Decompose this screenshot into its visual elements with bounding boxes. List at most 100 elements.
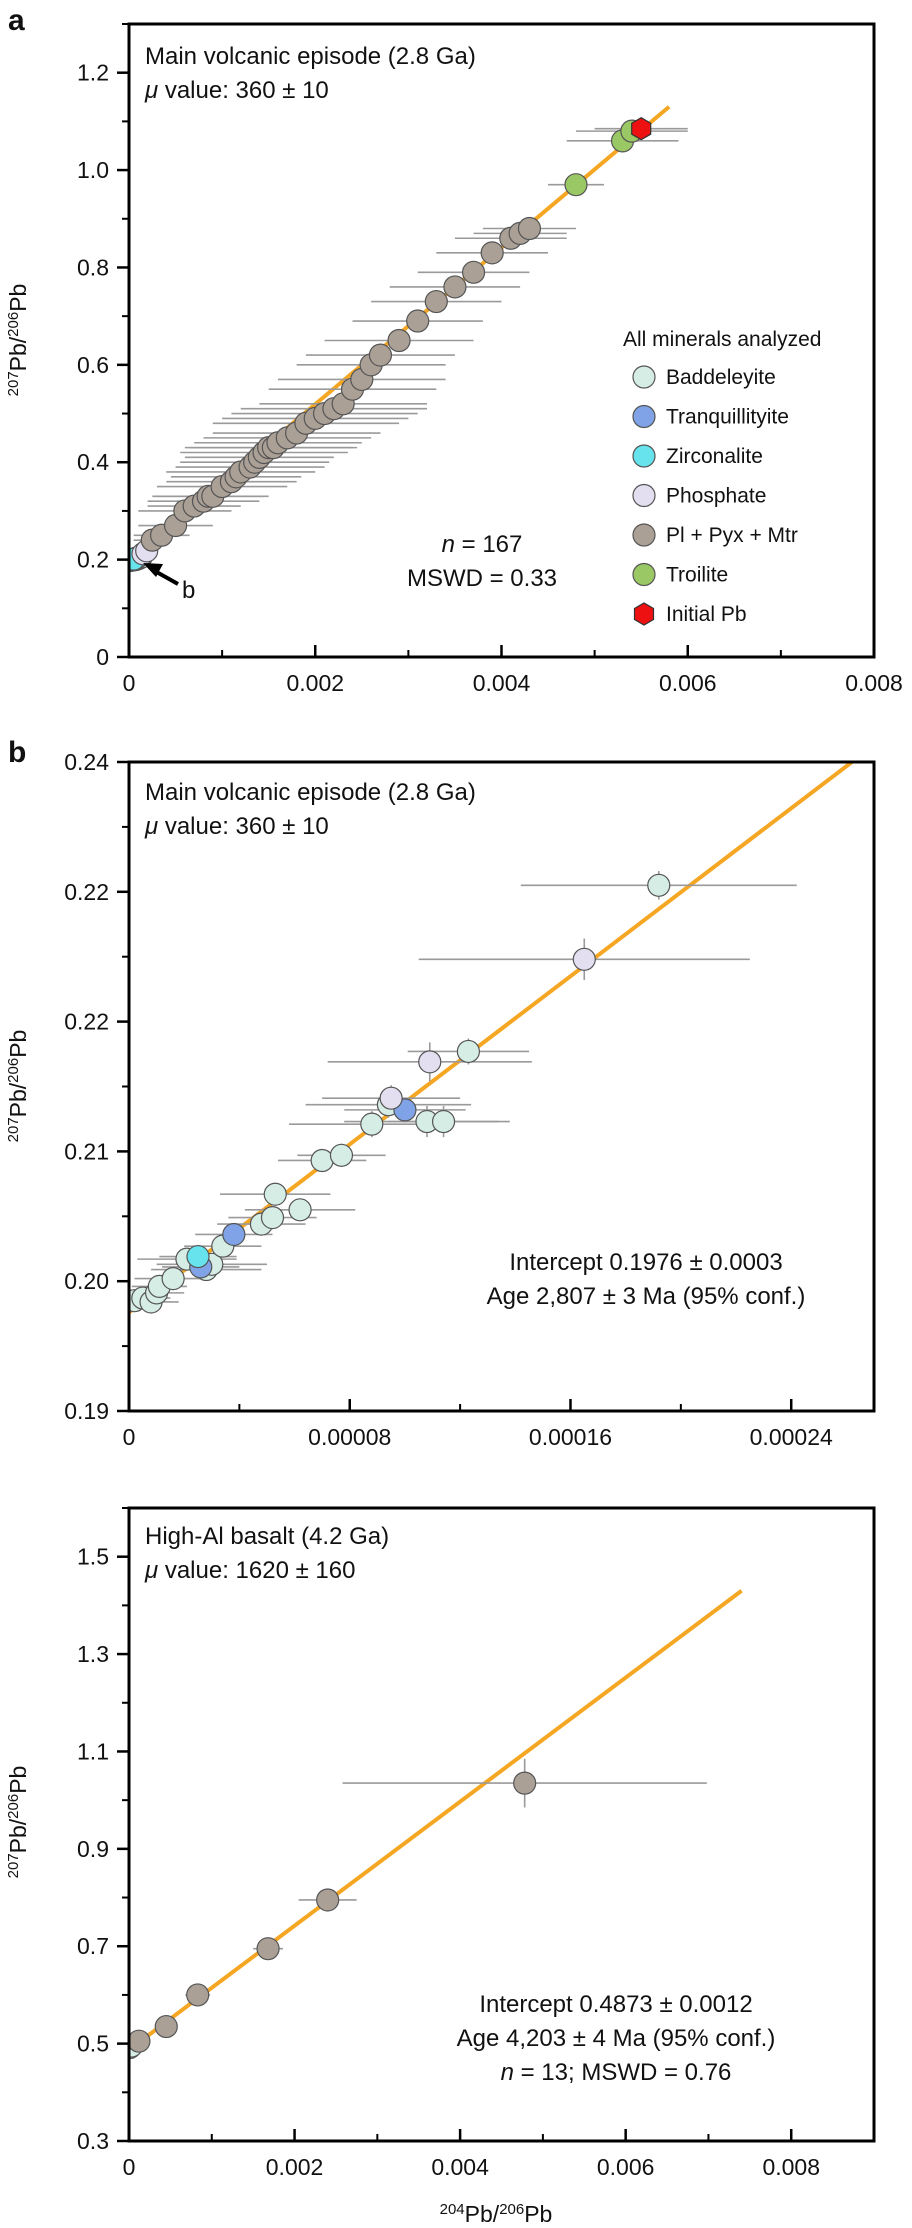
panel-c-n-mswd-value: = 13; MSWD = 0.76 <box>514 2059 731 2086</box>
data-point-initial-pb <box>631 117 652 141</box>
x-tick-label: 0.004 <box>473 670 531 696</box>
data-point-baddeleyite <box>360 1112 384 1136</box>
y-tick-label: 0.3 <box>77 2128 109 2154</box>
y-tick-label: 0.19 <box>64 1398 109 1424</box>
x-tick-label: 0.008 <box>762 2154 820 2180</box>
panel-a-n-symbol: n <box>442 531 455 558</box>
y-tick-label: 0 <box>96 644 109 670</box>
panel-a-frame <box>127 22 876 659</box>
y-tick-label: 0.2 <box>77 547 109 573</box>
x-tick-label: 0.006 <box>659 670 717 696</box>
legend-label: Initial Pb <box>666 603 747 626</box>
y-tick-label: 0.8 <box>77 254 109 280</box>
panel-b-plot-area: 0 0.00008 0.00016 0.00024 0.19 0.20 0.21 0.22 0.… <box>64 749 854 1450</box>
panel-c: 0 0.002 0.004 0.006 0.008 0.3 0.5 0.7 0.9 1.1 1.3 1… <box>5 1506 876 2227</box>
x-tick-label: 0 <box>123 670 136 696</box>
legend-label: Pl + Pyx + Mtr <box>666 524 798 547</box>
data-point-baddeleyite <box>310 1148 334 1173</box>
panel-a-mu-symbol: μ <box>144 77 158 104</box>
legend-marker <box>632 444 656 468</box>
data-point-pl-pyx-mtr <box>443 275 467 299</box>
axes-ticks: 0 0.002 0.004 0.006 0.008 0.3 0.5 0.7 0.9 1.1 1.3 1… <box>77 1507 820 2180</box>
panel-c-annotation-title: High-Al basalt (4.2 Ga) <box>145 1523 389 1550</box>
x-tick-label: 0.006 <box>597 2154 655 2180</box>
data-point-pl-pyx-mtr <box>256 1937 280 1961</box>
panel-c-plot-area: 0 0.002 0.004 0.006 0.008 0.3 0.5 0.7 0.9 1.1 1.3 1… <box>77 1507 820 2180</box>
x-tick-label: 0.004 <box>431 2154 489 2180</box>
data-point-phosphate <box>418 1050 442 1074</box>
y-tick-label: 0.22 <box>64 879 109 905</box>
panel-c-stats-age: Age 4,203 ± 4 Ma (95% conf.) <box>457 2025 776 2052</box>
panel-a-mu-value: value: 360 ± 10 <box>158 77 329 104</box>
panel-a-ylabel-mid: Pb/ <box>5 336 31 371</box>
legend-marker <box>632 562 656 587</box>
legend-marker <box>632 365 656 389</box>
data-point-tranquillityite <box>222 1222 246 1247</box>
axes-ticks: 0 0.00008 0.00016 0.00024 0.19 0.20 0.21 0.22 0.… <box>64 749 833 1450</box>
panel-b-frame <box>127 760 876 1413</box>
data-point-baddeleyite <box>329 1143 354 1167</box>
data-point-baddeleyite <box>161 1267 185 1291</box>
panel-b-stats-intercept: Intercept 0.1976 ± 0.0003 <box>509 1249 782 1276</box>
legend-marker <box>632 404 656 429</box>
panel-c-xlabel-mid: Pb/ <box>465 2201 500 2227</box>
panel-a-n-value: = 167 <box>455 531 522 558</box>
panel-c-ylabel-post: Pb <box>5 1766 31 1794</box>
axes-ticks: 0 0.002 0.004 0.006 0.008 0 0.2 0.4 0.6 0.8 1.0 1.2 <box>77 23 903 696</box>
panel-c-stats-intercept: Intercept 0.4873 ± 0.0012 <box>479 1991 752 2018</box>
panel-b: b 0 0.00008 0.00016 0.00024 0.19 0.20 0.21 0.22… <box>5 736 876 1450</box>
data-point-pl-pyx-mtr <box>406 309 430 333</box>
y-tick-label: 0.22 <box>64 1009 109 1035</box>
panel-a: a 0 0.002 0.004 0.006 0.008 0 0.2 0.4 0.6 0.8 1.0 1… <box>5 4 903 696</box>
x-tick-label: 0.00016 <box>529 1424 612 1450</box>
legend-marker <box>632 523 656 547</box>
panel-a-ylabel-sup2: 206 <box>5 312 22 337</box>
panel-c-n-symbol: n <box>501 2059 514 2086</box>
legend-label: Phosphate <box>666 485 766 508</box>
data-point-pl-pyx-mtr <box>424 289 448 314</box>
data-point-pl-pyx-mtr <box>517 216 542 241</box>
data-point-pl-pyx-mtr <box>480 241 504 265</box>
panel-a-label: a <box>8 4 25 37</box>
panel-a-stats-mswd: MSWD = 0.33 <box>407 565 557 592</box>
legend-marker <box>632 483 656 508</box>
panel-a-plot-area: 0 0.002 0.004 0.006 0.008 0 0.2 0.4 0.6 0.8 1.0 1.2 <box>77 23 903 696</box>
panel-c-ylabel-sup1: 207 <box>5 1853 22 1878</box>
panel-b-ylabel-mid: Pb/ <box>5 1082 31 1117</box>
data-point-phosphate <box>572 947 596 971</box>
legend-marker <box>633 602 655 626</box>
y-tick-label: 0.24 <box>64 749 109 775</box>
y-tick-label: 1.3 <box>77 1641 109 1667</box>
data-point-zirconalite <box>186 1244 210 1269</box>
data-point-baddeleyite <box>647 873 671 897</box>
panel-c-xlabel-post: Pb <box>524 2201 552 2227</box>
panel-a-ylabel-sup1: 207 <box>5 371 22 396</box>
panel-b-ylabel-sup2: 206 <box>5 1058 22 1083</box>
y-tick-label: 1.2 <box>77 60 109 86</box>
panel-a-annotation-mu: μ value: 360 ± 10 <box>144 77 329 104</box>
data-point-baddeleyite <box>288 1198 312 1222</box>
panel-c-xlabel-sup1: 204 <box>440 2201 465 2218</box>
panel-c-frame <box>127 1506 876 2143</box>
y-tick-label: 0.21 <box>64 1138 109 1164</box>
panel-c-y-axis-label: 207Pb/206Pb <box>5 1766 32 1879</box>
panel-c-ylabel-mid: Pb/ <box>5 1818 31 1853</box>
y-tick-label: 0.20 <box>64 1268 109 1294</box>
panel-c-xlabel-sup2: 206 <box>499 2201 524 2218</box>
y-tick-label: 0.5 <box>77 2031 109 2057</box>
panel-b-ylabel-post: Pb <box>5 1030 31 1058</box>
data-point-pl-pyx-mtr <box>186 1983 210 2007</box>
legend-title: All minerals analyzed <box>623 328 821 351</box>
x-tick-label: 0.002 <box>266 2154 324 2180</box>
legend-label: Troilite <box>666 564 728 587</box>
panel-b-stats-age: Age 2,807 ± 3 Ma (95% conf.) <box>487 1283 806 1310</box>
x-tick-label: 0 <box>123 1424 136 1450</box>
x-tick-label: 0.00024 <box>750 1424 833 1450</box>
panel-c-mu-value: value: 1620 ± 160 <box>158 1557 355 1584</box>
panel-a-arrow-label: b <box>182 577 195 604</box>
y-tick-label: 0.6 <box>77 352 109 378</box>
data-point-pl-pyx-mtr <box>368 343 393 367</box>
data-point-baddeleyite <box>260 1205 285 1230</box>
panel-b-annotation-title: Main volcanic episode (2.8 Ga) <box>145 779 476 806</box>
